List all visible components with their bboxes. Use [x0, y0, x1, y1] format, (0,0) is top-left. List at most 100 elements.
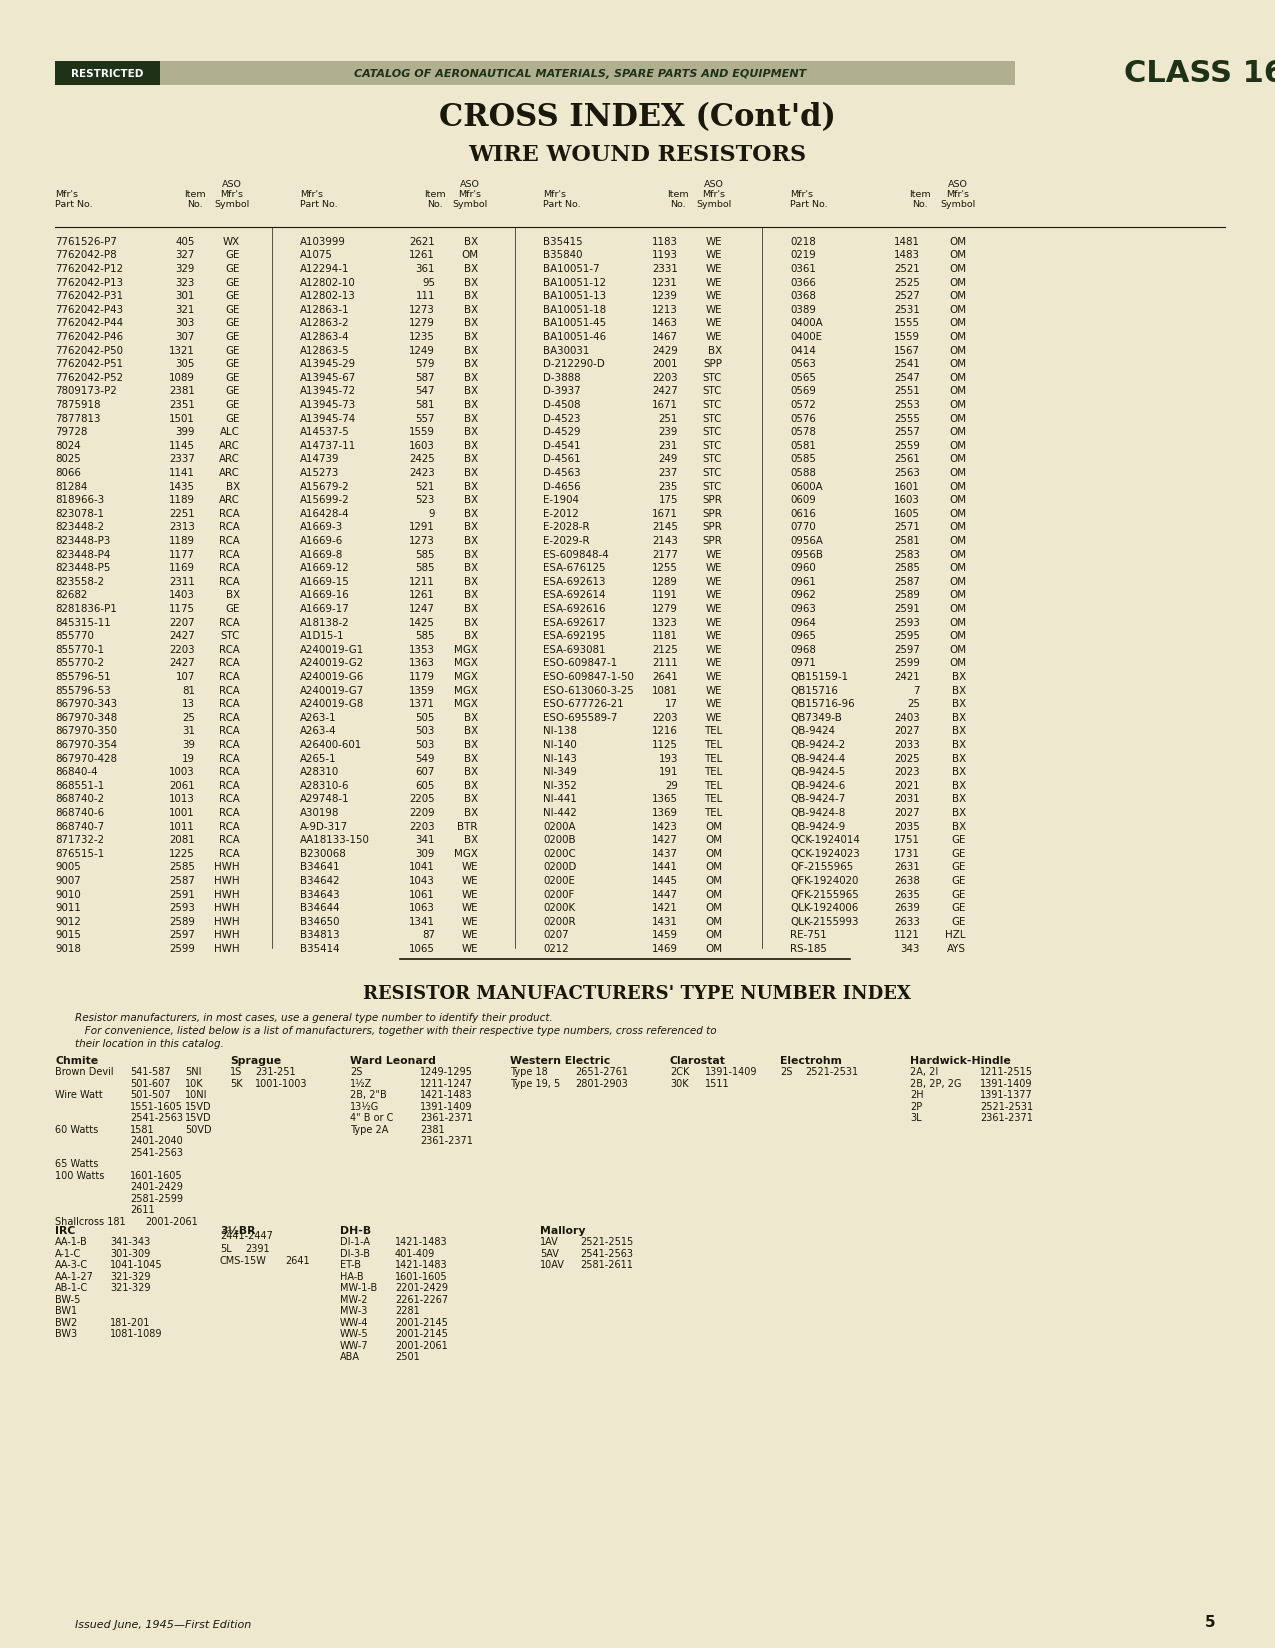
Text: 0200R: 0200R — [543, 916, 575, 926]
Text: 2585: 2585 — [170, 862, 195, 872]
Text: GE: GE — [226, 346, 240, 356]
Text: NI-441: NI-441 — [543, 794, 576, 804]
Text: 5: 5 — [1205, 1613, 1215, 1628]
Text: 1249: 1249 — [409, 346, 435, 356]
Text: ABA: ABA — [340, 1351, 360, 1361]
Text: ESA-676125: ESA-676125 — [543, 564, 606, 574]
Text: 1391-1409: 1391-1409 — [980, 1078, 1033, 1088]
Text: 341-343: 341-343 — [110, 1236, 150, 1246]
Text: GE: GE — [226, 292, 240, 302]
Text: 1081: 1081 — [652, 686, 678, 695]
Text: OM: OM — [949, 577, 966, 587]
Text: A14737-11: A14737-11 — [300, 440, 356, 450]
Text: WE: WE — [705, 658, 722, 667]
Text: A14537-5: A14537-5 — [300, 427, 349, 437]
Text: 7762042-P43: 7762042-P43 — [55, 305, 124, 315]
Text: GE: GE — [226, 414, 240, 424]
Text: GE: GE — [226, 386, 240, 396]
Text: A15273: A15273 — [300, 468, 339, 478]
Text: 0961: 0961 — [790, 577, 816, 587]
Text: 1321: 1321 — [170, 346, 195, 356]
Text: Symbol: Symbol — [453, 199, 487, 209]
Text: Chmite: Chmite — [55, 1055, 98, 1065]
Text: STC: STC — [703, 427, 722, 437]
Text: QLK-1924006: QLK-1924006 — [790, 903, 858, 913]
Text: 7875918: 7875918 — [55, 400, 101, 410]
Text: 2027: 2027 — [894, 727, 921, 737]
Text: BX: BX — [464, 440, 478, 450]
Text: No.: No. — [427, 199, 442, 209]
Text: 0200C: 0200C — [543, 849, 575, 859]
Text: 1121: 1121 — [894, 929, 921, 939]
Text: 7762042-P31: 7762042-P31 — [55, 292, 124, 302]
Text: AB-1-C: AB-1-C — [55, 1282, 88, 1292]
Text: STC: STC — [703, 468, 722, 478]
Text: 503: 503 — [416, 740, 435, 750]
Text: 1261: 1261 — [409, 250, 435, 260]
Text: 1041-1045: 1041-1045 — [110, 1259, 163, 1269]
Text: Hardwick-Hindle: Hardwick-Hindle — [910, 1055, 1011, 1065]
Text: QF-2155965: QF-2155965 — [790, 862, 853, 872]
Text: 1467: 1467 — [652, 331, 678, 341]
Text: 81284: 81284 — [55, 481, 88, 491]
Text: BA10051-45: BA10051-45 — [543, 318, 606, 328]
Text: ESO-609847-1: ESO-609847-1 — [543, 658, 617, 667]
Text: 521: 521 — [416, 481, 435, 491]
Text: 547: 547 — [416, 386, 435, 396]
Text: 1279: 1279 — [652, 603, 678, 613]
Text: RCA: RCA — [219, 753, 240, 763]
Text: BX: BX — [464, 386, 478, 396]
Text: BX: BX — [464, 318, 478, 328]
Text: 2611: 2611 — [130, 1205, 154, 1215]
Text: ARC: ARC — [219, 455, 240, 465]
Text: 239: 239 — [659, 427, 678, 437]
Text: E-1904: E-1904 — [543, 494, 579, 504]
Text: 5K: 5K — [230, 1078, 242, 1088]
Text: 0965: 0965 — [790, 631, 816, 641]
Text: 1391-1409: 1391-1409 — [419, 1101, 473, 1111]
Text: GE: GE — [951, 849, 966, 859]
Text: OM: OM — [705, 888, 722, 900]
Text: 1063: 1063 — [409, 903, 435, 913]
Text: 0200E: 0200E — [543, 875, 575, 885]
Text: 2361-2371: 2361-2371 — [419, 1135, 473, 1145]
Text: Brown Devil: Brown Devil — [55, 1066, 113, 1076]
Text: 2CK: 2CK — [669, 1066, 690, 1076]
Text: 1359: 1359 — [409, 686, 435, 695]
Text: 1089: 1089 — [170, 372, 195, 382]
Text: 175: 175 — [658, 494, 678, 504]
Text: 0569: 0569 — [790, 386, 816, 396]
Text: Ward Leonard: Ward Leonard — [351, 1055, 436, 1065]
Text: RCA: RCA — [219, 849, 240, 859]
Text: A240019-G1: A240019-G1 — [300, 644, 365, 654]
Text: 1421-1483: 1421-1483 — [395, 1236, 448, 1246]
Text: 845315-11: 845315-11 — [55, 618, 111, 628]
Text: 9015: 9015 — [55, 929, 80, 939]
Text: IRC: IRC — [55, 1224, 75, 1234]
Text: NI-352: NI-352 — [543, 780, 576, 791]
Text: 1043: 1043 — [409, 875, 435, 885]
Text: 2551: 2551 — [894, 386, 921, 396]
Text: 2581-2599: 2581-2599 — [130, 1193, 184, 1203]
Text: 2541-2563: 2541-2563 — [580, 1248, 632, 1257]
Text: BW1: BW1 — [55, 1305, 76, 1315]
Text: 7762042-P44: 7762042-P44 — [55, 318, 124, 328]
Text: 323: 323 — [176, 277, 195, 287]
Text: 1423: 1423 — [652, 821, 678, 831]
Text: 2593: 2593 — [170, 903, 195, 913]
Text: HWH: HWH — [214, 916, 240, 926]
Text: 1183: 1183 — [652, 237, 678, 247]
Text: A1075: A1075 — [300, 250, 333, 260]
Text: RCA: RCA — [219, 644, 240, 654]
Text: A12802-10: A12802-10 — [300, 277, 356, 287]
Text: 0588: 0588 — [790, 468, 816, 478]
Text: BX: BX — [464, 427, 478, 437]
Text: 505: 505 — [416, 712, 435, 722]
Text: A1669-16: A1669-16 — [300, 590, 349, 600]
Text: ASO: ASO — [460, 180, 479, 190]
Text: A1669-3: A1669-3 — [300, 522, 343, 532]
Text: D-4541: D-4541 — [543, 440, 580, 450]
Text: GE: GE — [226, 331, 240, 341]
Text: WW-7: WW-7 — [340, 1340, 368, 1350]
Text: 1551-1605: 1551-1605 — [130, 1101, 182, 1111]
